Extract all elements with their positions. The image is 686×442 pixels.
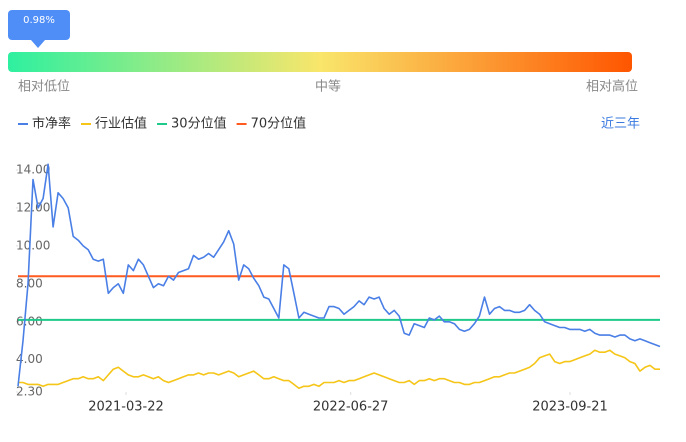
percentile-badge [8, 10, 70, 40]
legend-label: 70分位值 [251, 116, 307, 132]
percentile-label: 0.98% [23, 15, 55, 26]
legend-label: 30分位值 [171, 116, 227, 132]
series-line [17, 163, 661, 387]
legend-label: 行业估值 [95, 116, 147, 132]
x-tick-label: 2023-09-21 [532, 400, 608, 415]
y-tick-label: 8.00 [16, 276, 43, 290]
percentile-bar [8, 52, 632, 72]
range-selector[interactable]: 近三年 [601, 117, 640, 132]
scale-label: 相对低位 [18, 80, 70, 95]
percentile-pointer [31, 40, 45, 48]
y-tick-label: 4.00 [16, 352, 43, 366]
y-tick-label: 12.00 [16, 200, 50, 214]
scale-label: 中等 [315, 79, 341, 95]
y-tick-label: 14.00 [16, 163, 50, 177]
legend-label: 市净率 [32, 116, 71, 132]
x-tick-label: 2021-03-22 [88, 400, 164, 415]
scale-label: 相对高位 [586, 79, 638, 95]
x-tick-label: 2022-06-27 [313, 400, 389, 415]
y-tick-label: 6.00 [16, 314, 43, 328]
series-line [18, 349, 660, 389]
y-tick-label: 2.30 [16, 385, 43, 399]
y-tick-label: 10.00 [16, 238, 50, 252]
